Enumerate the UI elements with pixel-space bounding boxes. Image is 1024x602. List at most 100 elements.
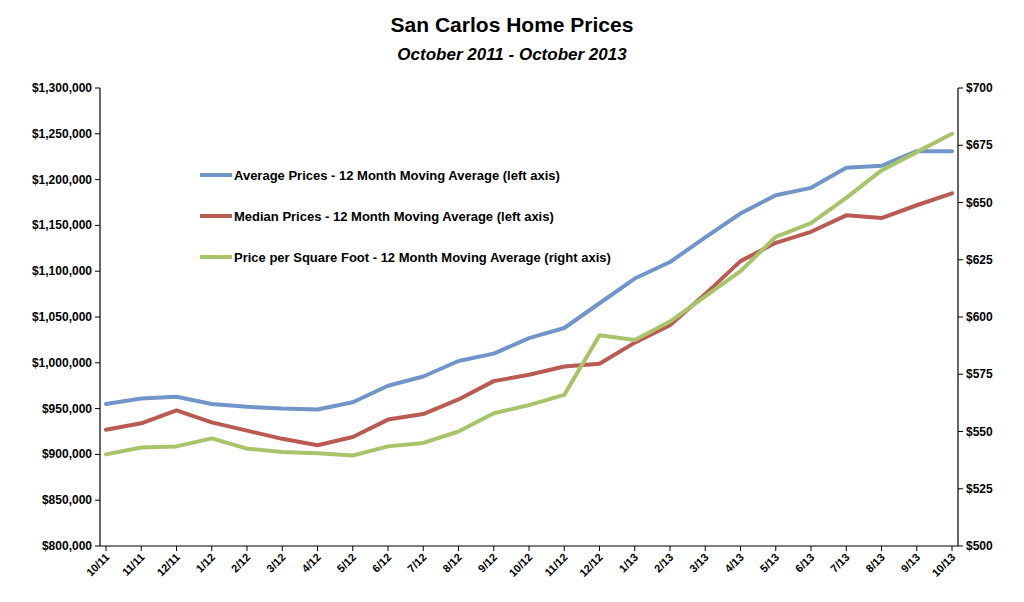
y-tick [95, 88, 100, 89]
x-tick [388, 546, 389, 551]
y2-tick [958, 202, 963, 203]
x-tick-label: 2/13 [652, 551, 676, 575]
y2-tick-label: $550 [966, 425, 993, 439]
x-tick-label: 6/12 [370, 551, 394, 575]
legend-swatch [200, 173, 232, 177]
y2-tick-label: $600 [966, 310, 993, 324]
y-tick [95, 179, 100, 180]
legend-label: Average Prices - 12 Month Moving Average… [234, 168, 560, 183]
x-tick-label: 10/13 [929, 551, 957, 579]
x-tick [211, 546, 212, 551]
x-tick-label: 12/11 [154, 551, 182, 579]
x-tick [106, 546, 107, 551]
series-line [106, 151, 952, 409]
x-tick-label: 7/12 [405, 551, 429, 575]
x-tick [952, 546, 953, 551]
y2-tick [958, 431, 963, 432]
x-tick-label: 9/13 [899, 551, 923, 575]
x-tick-label: 4/13 [722, 551, 746, 575]
x-tick [599, 546, 600, 551]
y-tick-label: $1,000,000 [32, 356, 92, 370]
x-tick [916, 546, 917, 551]
x-tick [881, 546, 882, 551]
y2-tick [958, 374, 963, 375]
x-tick-label: 3/13 [687, 551, 711, 575]
y-tick-label: $1,250,000 [32, 127, 92, 141]
title: San Carlos Home Prices [391, 13, 634, 36]
x-tick-label: 3/12 [264, 551, 288, 575]
x-tick [846, 546, 847, 551]
legend: Average Prices - 12 Month Moving Average… [200, 168, 611, 265]
x-tick [634, 546, 635, 551]
y-tick-label: $850,000 [42, 493, 92, 507]
y2-tick [958, 546, 963, 547]
y2-tick [958, 259, 963, 260]
y-tick [95, 133, 100, 134]
y-tick [95, 317, 100, 318]
plot-area [106, 134, 952, 456]
y-tick [95, 546, 100, 547]
x-tick [317, 546, 318, 551]
y2-tick-label: $525 [966, 482, 993, 496]
y-tick-label: $1,200,000 [32, 173, 92, 187]
y-tick [95, 500, 100, 501]
y2-tick [958, 88, 963, 89]
y-tick [95, 454, 100, 455]
x-tick-label: 10/11 [84, 551, 112, 579]
x-tick-label: 7/13 [828, 551, 852, 575]
x-tick-label: 12/12 [577, 551, 605, 579]
y-tick-label: $1,300,000 [32, 81, 92, 95]
x-tick [775, 546, 776, 551]
x-tick [352, 546, 353, 551]
y2-tick-label: $700 [966, 81, 993, 95]
y-tick [95, 408, 100, 409]
x-tick-label: 1/13 [617, 551, 641, 575]
x-tick [282, 546, 283, 551]
series-line [106, 193, 952, 445]
y-tick-label: $950,000 [42, 402, 92, 416]
x-tick [247, 546, 248, 551]
x-tick [705, 546, 706, 551]
x-tick-label: 1/12 [194, 551, 218, 575]
x-tick [670, 546, 671, 551]
x-tick [811, 546, 812, 551]
x-tick-label: 6/13 [793, 551, 817, 575]
x-tick-label: 5/12 [335, 551, 359, 575]
x-tick [423, 546, 424, 551]
y-tick-label: $900,000 [42, 447, 92, 461]
legend-label: Price per Square Foot - 12 Month Moving … [234, 250, 611, 265]
x-tick-label: 4/12 [299, 551, 323, 575]
y-tick [95, 362, 100, 363]
y2-tick [958, 145, 963, 146]
x-tick-label: 10/12 [506, 551, 534, 579]
chart: San Carlos Home Prices October 2011 - Oct… [0, 0, 1024, 602]
x-tick-label: 8/13 [863, 551, 887, 575]
y-tick-label: $1,150,000 [32, 218, 92, 232]
x-tick [493, 546, 494, 551]
x-tick-label: 8/12 [440, 551, 464, 575]
y2-tick-label: $625 [966, 253, 993, 267]
y2-tick-label: $675 [966, 138, 993, 152]
x-tick [176, 546, 177, 551]
y2-tick [958, 488, 963, 489]
x-tick [458, 546, 459, 551]
legend-swatch [200, 214, 232, 218]
y-tick-label: $1,100,000 [32, 264, 92, 278]
y2-tick-label: $575 [966, 367, 993, 381]
x-tick-label: 5/13 [758, 551, 782, 575]
x-tick-label: 11/11 [120, 551, 147, 578]
x-tick-label: 9/12 [476, 551, 500, 575]
x-tick [141, 546, 142, 551]
y-tick-label: $1,050,000 [32, 310, 92, 324]
y2-tick-label: $500 [966, 539, 993, 553]
x-tick-label: 2/12 [229, 551, 253, 575]
x-tick-label: 11/12 [542, 551, 570, 579]
y2-tick-label: $650 [966, 196, 993, 210]
subtitle: October 2011 - October 2013 [397, 45, 627, 64]
legend-swatch [200, 255, 232, 259]
x-tick [529, 546, 530, 551]
y-tick [95, 225, 100, 226]
y2-tick [958, 317, 963, 318]
x-tick [564, 546, 565, 551]
x-tick [740, 546, 741, 551]
